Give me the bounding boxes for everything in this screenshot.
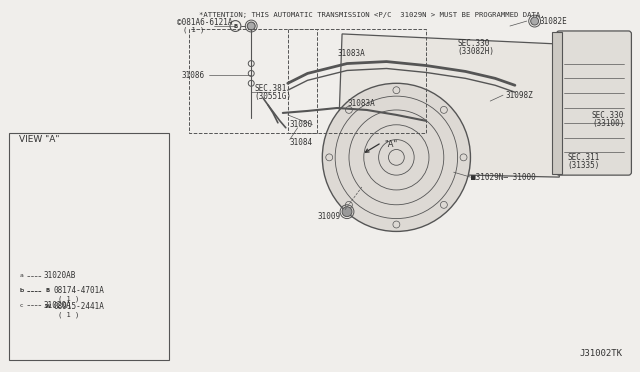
Text: 08915-2441A: 08915-2441A: [54, 302, 104, 311]
Text: *ATTENTION; THIS AUTOMATIC TRANSMISSION <P/C  31029N > MUST BE PROGRAMMED DATA.: *ATTENTION; THIS AUTOMATIC TRANSMISSION …: [199, 12, 545, 18]
Text: W: W: [45, 304, 51, 309]
Text: 31020A: 31020A: [44, 301, 72, 310]
Text: J31002TK: J31002TK: [579, 349, 622, 358]
Text: 31020AB: 31020AB: [44, 271, 76, 280]
Text: SEC.311: SEC.311: [567, 153, 600, 162]
Text: "A": "A": [385, 140, 398, 149]
Circle shape: [31, 218, 35, 221]
Circle shape: [132, 169, 136, 173]
Text: ■31029N— 31000: ■31029N— 31000: [472, 173, 536, 182]
Text: c: c: [19, 303, 23, 308]
Text: SEC.330: SEC.330: [592, 111, 624, 121]
Text: 31080: 31080: [290, 120, 313, 129]
Circle shape: [42, 240, 47, 244]
Circle shape: [342, 207, 352, 217]
Circle shape: [132, 240, 136, 244]
Text: VIEW "A": VIEW "A": [19, 135, 60, 144]
PathPatch shape: [337, 34, 559, 177]
Circle shape: [143, 192, 147, 196]
Text: b: b: [19, 288, 23, 293]
Text: B: B: [234, 23, 237, 29]
Bar: [10, 133, 169, 360]
Text: (30551G): (30551G): [254, 92, 291, 101]
Text: (33082H): (33082H): [458, 47, 495, 56]
Circle shape: [247, 22, 255, 30]
Circle shape: [566, 76, 621, 131]
Text: 31083A: 31083A: [337, 49, 365, 58]
Text: 08174-4701A: 08174-4701A: [54, 286, 104, 295]
Text: 31098Z: 31098Z: [505, 91, 532, 100]
Text: (33100): (33100): [592, 119, 624, 128]
Text: SEC.381: SEC.381: [254, 84, 287, 93]
Circle shape: [63, 256, 67, 260]
Bar: [552, 32, 563, 174]
Text: B: B: [45, 288, 50, 293]
Circle shape: [31, 192, 35, 196]
Circle shape: [112, 256, 116, 260]
Text: 31082E: 31082E: [540, 17, 567, 26]
Circle shape: [42, 169, 47, 173]
FancyBboxPatch shape: [556, 31, 632, 175]
Text: b: b: [19, 288, 23, 293]
Text: SEC.330: SEC.330: [458, 39, 490, 48]
Circle shape: [87, 147, 92, 151]
Circle shape: [63, 153, 67, 157]
Text: ( 1 ): ( 1 ): [183, 27, 204, 33]
Text: a: a: [19, 273, 23, 278]
Circle shape: [323, 83, 470, 231]
Text: 31083A: 31083A: [347, 99, 375, 108]
Text: ( 1 ): ( 1 ): [58, 311, 79, 318]
Circle shape: [531, 17, 539, 25]
Circle shape: [87, 262, 92, 266]
Text: ( 1 ): ( 1 ): [58, 295, 79, 302]
Text: 31009: 31009: [317, 212, 340, 221]
Circle shape: [143, 218, 147, 221]
Text: ©081A6-6121A: ©081A6-6121A: [177, 17, 233, 26]
Text: 31084: 31084: [290, 138, 313, 147]
Text: 31086: 31086: [181, 71, 204, 80]
Circle shape: [112, 153, 116, 157]
Text: (31335): (31335): [567, 161, 600, 170]
